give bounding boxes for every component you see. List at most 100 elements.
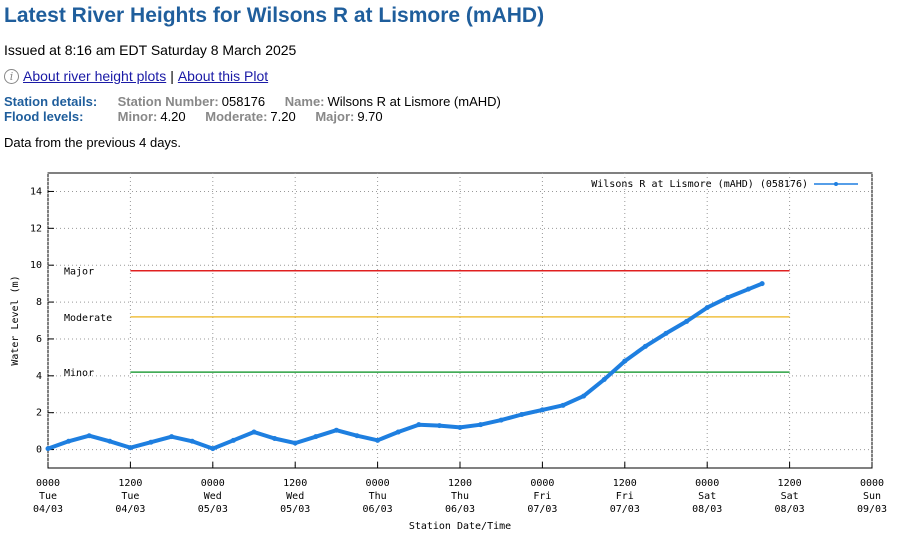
x-tick-label: Thu [369,491,387,502]
x-tick-label: 0000 [530,478,554,489]
x-tick-label: 1200 [448,478,472,489]
x-tick-label: 06/03 [445,504,475,515]
data-point [313,434,319,440]
data-point [663,330,669,336]
issued-timestamp: Issued at 8:16 am EDT Saturday 8 March 2… [4,42,297,58]
legend-label: Wilsons R at Lismore (mAHD) (058176) [591,179,808,190]
y-tick-label: 10 [30,260,42,271]
data-point [745,286,751,292]
data-point [725,294,731,300]
data-point [251,429,257,435]
station-number-key: Station Number: [117,94,219,109]
data-point [107,438,113,444]
data-point [704,305,710,311]
y-tick-label: 12 [30,223,42,234]
station-details: Station details: Station Number: 058176 N… [4,94,517,124]
x-tick-label: 0000 [366,478,390,489]
station-details-label: Station details: [4,94,98,109]
y-tick-label: 0 [36,445,42,456]
x-tick-label: 1200 [118,478,142,489]
x-tick-label: 08/03 [775,504,805,515]
data-point [86,433,92,439]
data-point [581,393,587,399]
threshold-label-minor: Minor [64,368,94,379]
page-title: Latest River Heights for Wilsons R at Li… [4,4,545,27]
station-number-value: 058176 [221,94,266,109]
data-point [169,434,175,440]
x-tick-label: 0000 [695,478,719,489]
x-tick-label: 0000 [36,478,60,489]
x-tick-label: Sat [698,491,716,502]
x-tick-label: 05/03 [198,504,228,515]
data-point [210,446,216,452]
x-tick-label: Tue [39,491,57,502]
station-name-value: Wilsons R at Lismore (mAHD) [327,94,501,109]
data-point [66,438,72,444]
data-point [436,423,442,429]
x-tick-label: Fri [533,491,551,502]
x-tick-label: 07/03 [610,504,640,515]
y-tick-label: 14 [30,186,42,197]
x-tick-label: Fri [616,491,634,502]
station-name-key: Name: [284,94,325,109]
flood-major-key: Major: [315,109,355,124]
x-tick-label: 1200 [778,478,802,489]
x-tick-label: 06/03 [363,504,393,515]
help-links: i About river height plots | About this … [4,68,268,84]
flood-moderate-value: 7.20 [270,109,296,124]
y-tick-label: 6 [36,334,42,345]
y-tick-label: 8 [36,297,42,308]
x-tick-label: Wed [286,491,304,502]
data-point [759,281,765,287]
flood-moderate-key: Moderate: [205,109,268,124]
river-height-chart: 0 2 4 6 8 10 12 14 0000 Tue 04/03 1200 Tue 04/03 0000 W… [10,172,887,532]
threshold-label-major: Major [64,267,94,278]
data-point [560,402,566,408]
data-point [498,417,504,423]
data-point [622,358,628,364]
flood-levels-row: Flood levels: Minor: 4.20 Moderate: 7.20 M… [4,109,517,124]
data-point [230,437,236,443]
station-details-row: Station details: Station Number: 058176 N… [4,94,517,109]
info-icon: i [4,68,19,84]
y-tick-label: 2 [36,408,42,419]
data-point [416,422,422,428]
data-point [375,437,381,443]
y-tick-label: 4 [36,371,42,382]
data-point [478,422,484,428]
data-point [601,377,607,382]
data-point [292,440,298,446]
flood-minor-key: Minor: [117,109,158,124]
about-river-height-plots-link[interactable]: About river height plots [23,68,167,84]
data-point [539,407,545,413]
x-tick-label: Sat [781,491,799,502]
y-axis-label: Water Level (m) [10,275,21,365]
data-point [333,427,339,433]
x-tick-label: Thu [451,491,469,502]
x-tick-label: Tue [121,491,139,502]
threshold-label-moderate: Moderate [64,313,112,324]
flood-levels-label: Flood levels: [4,109,84,124]
x-tick-label: 05/03 [280,504,310,515]
flood-minor-value: 4.20 [160,109,186,124]
x-tick-label: 1200 [283,478,307,489]
data-point [395,429,401,435]
data-point [189,438,195,444]
x-tick-label: 04/03 [33,504,63,515]
x-tick-label: 07/03 [527,504,557,515]
flood-major-value: 9.70 [357,109,383,124]
data-point [354,433,360,439]
data-point [127,445,133,451]
about-this-plot-link[interactable]: About this Plot [177,68,269,84]
x-tick-label: Wed [204,491,222,502]
legend-marker [834,182,838,186]
x-tick-label: 04/03 [115,504,145,515]
data-range-note: Data from the previous 4 days. [4,135,182,150]
data-point [457,424,463,430]
data-point [45,446,51,452]
data-point [148,439,154,445]
x-tick-label: 1200 [613,478,637,489]
x-tick-label: 09/03 [857,504,887,515]
series-line [46,281,765,451]
data-point [642,343,648,349]
